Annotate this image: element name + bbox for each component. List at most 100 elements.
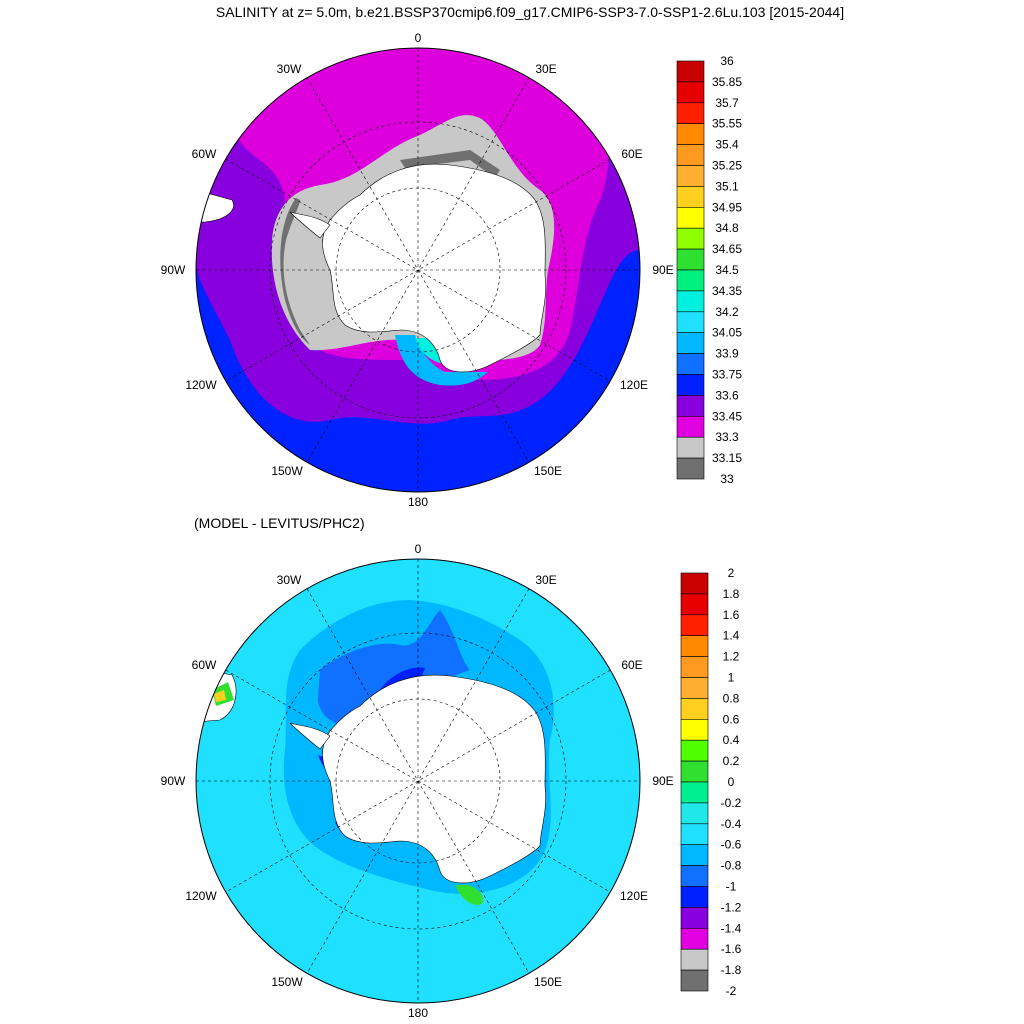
top-colorbar-box-9	[676, 248, 705, 271]
bottom-colorbar-box-4	[680, 656, 709, 678]
bottom-meridians	[196, 559, 640, 1003]
bottom-colorbar-box-10	[680, 781, 709, 804]
top-colorbar-tick-label: 34.8	[715, 221, 739, 235]
bottom-lon-label-0: 0	[415, 542, 422, 556]
top-colorbar-tick-label: 35.4	[715, 138, 739, 152]
bottom-colorbar-box-0	[680, 572, 709, 595]
bottom-colorbar-tick-label: 1	[728, 671, 735, 685]
top-lon-label-150w: 150W	[271, 464, 303, 478]
top-colorbar-tick-label: 34.5	[715, 263, 739, 277]
bottom-lon-labels: 0 30E 60E 90E 120E 150E 180 150W 120W 90…	[161, 542, 674, 1020]
top-lon-label-0: 0	[415, 31, 422, 45]
bottom-colorbar-tick-label: 0.6	[723, 712, 740, 726]
bottom-lon-label-30w: 30W	[277, 573, 302, 587]
bottom-colorbar-box-18	[680, 948, 709, 971]
bottom-colorbar-box-3	[680, 635, 709, 657]
bottom-colorbar-box-5	[680, 677, 709, 699]
bottom-colorbar-tick-label: 1.2	[723, 650, 740, 664]
bottom-colorbar-tick-label: -1.2	[721, 900, 742, 914]
top-lon-label-60e: 60E	[621, 147, 642, 161]
top-colorbar-tick-label: 33.3	[715, 430, 739, 444]
bottom-colorbar-tick-label: 1.8	[723, 587, 740, 601]
bottom-colorbar-tick-label: -1.4	[721, 921, 742, 935]
bottom-colorbar-tick-label: 0.2	[723, 754, 740, 768]
top-colorbar-box-2	[676, 102, 705, 125]
bottom-colorbar-tick-label: -1.8	[721, 963, 742, 977]
bottom-map-green-1	[455, 885, 484, 905]
top-map-shelf-dark-2	[400, 150, 500, 178]
bottom-map-border	[195, 558, 641, 1004]
top-colorbar-box-14	[676, 353, 705, 375]
top-colorbar-tick-label: 34.65	[712, 242, 742, 256]
top-graticule	[196, 48, 640, 492]
bottom-colorbar-box-7	[680, 718, 709, 741]
top-colorbar-box-15	[676, 374, 705, 396]
bottom-colorbar-tick-label: 2	[728, 566, 735, 580]
top-map-shelf-dark	[280, 198, 310, 345]
bottom-colorbar-tick-label: 1.4	[723, 629, 740, 643]
bottom-colorbar: 2 1.8 1.6 1.4 1.2 1 0.8 0.6 0.4 0.2 0 -0.2 -0.4 -0.6 -…	[680, 566, 742, 998]
bottom-colorbar-tick-label: 1.6	[723, 608, 740, 622]
top-colorbar-tick-label: 33.6	[715, 388, 739, 402]
top-meridians	[196, 48, 640, 492]
top-lon-label-60w: 60W	[192, 147, 217, 161]
top-colorbar-box-0	[676, 60, 705, 83]
top-colorbar-tick-label: 35.55	[712, 117, 742, 131]
top-colorbar-box-4	[676, 144, 705, 166]
bottom-colorbar-box-14	[680, 865, 709, 887]
top-colorbar-box-3	[676, 123, 705, 145]
bottom-colorbar-tick-label: -0.6	[721, 838, 742, 852]
bottom-lon-label-120w: 120W	[185, 889, 217, 903]
bottom-panel-title: (MODEL - LEVITUS/PHC2)	[194, 515, 365, 531]
top-colorbar-tick-label: 33	[720, 472, 734, 486]
top-lon-label-90w: 90W	[161, 263, 186, 277]
bottom-map-peninsula	[289, 722, 331, 750]
bottom-colorbar-box-8	[680, 739, 709, 762]
bottom-colorbar-box-1	[680, 593, 709, 616]
top-colorbar-tick-label: 35.85	[712, 75, 742, 89]
bottom-lon-label-180: 180	[408, 1006, 428, 1020]
top-lon-label-150e: 150E	[534, 464, 562, 478]
top-lon-label-30w: 30W	[277, 62, 302, 76]
bottom-lon-label-90w: 90W	[161, 774, 186, 788]
top-colorbar-tick-label: 35.25	[712, 159, 742, 173]
top-colorbar-box-13	[676, 332, 705, 354]
top-lon-label-180: 180	[408, 495, 428, 509]
bottom-lon-label-90e: 90E	[652, 774, 673, 788]
bottom-colorbar-box-2	[680, 614, 709, 636]
top-colorbar-tick-label: 36	[720, 54, 734, 68]
top-polar-map	[196, 48, 640, 492]
top-colorbar-tick-label: 34.2	[715, 305, 739, 319]
bottom-colorbar-box-6	[680, 698, 709, 720]
top-colorbar-box-16	[676, 395, 705, 417]
top-colorbar-box-6	[676, 186, 705, 208]
bottom-colorbar-tick-label: -0.4	[721, 817, 742, 831]
top-lon-label-120w: 120W	[185, 378, 217, 392]
top-panel: SALINITY at z= 5.0m, b.e21.BSSP370cmip6.…	[161, 4, 844, 509]
top-panel-title: SALINITY at z= 5.0m, b.e21.BSSP370cmip6.…	[216, 4, 844, 20]
bottom-lon-label-60e: 60E	[621, 658, 642, 672]
top-colorbar: 36 35.85 35.7 35.55 35.4 35.25 35.1 34.95 34.8 34…	[676, 54, 742, 486]
top-colorbar-box-8	[676, 227, 705, 250]
bottom-colorbar-tick-label: -0.8	[721, 859, 742, 873]
top-colorbar-box-19	[676, 457, 705, 480]
top-lon-labels: 0 30E 60E 90E 120E 150E 180 150W 120W 90…	[161, 31, 674, 509]
bottom-colorbar-box-11	[680, 802, 709, 825]
top-colorbar-tick-label: 34.05	[712, 326, 742, 340]
bottom-colorbar-box-16	[680, 907, 709, 929]
bottom-map-band-dark	[318, 610, 470, 727]
top-colorbar-box-17	[676, 415, 705, 438]
bottom-colorbar-box-9	[680, 760, 709, 783]
top-colorbar-tick-label: 33.45	[712, 409, 742, 423]
bottom-colorbar-tick-label: -1.6	[721, 942, 742, 956]
bottom-lon-label-120e: 120E	[620, 889, 648, 903]
top-lon-label-120e: 120E	[620, 378, 648, 392]
top-colorbar-box-7	[676, 207, 705, 229]
top-colorbar-box-18	[676, 436, 705, 459]
bottom-lon-label-30e: 30E	[535, 573, 556, 587]
bottom-colorbar-box-13	[680, 844, 709, 866]
bottom-colorbar-tick-label: 0.4	[723, 733, 740, 747]
top-colorbar-tick-label: 33.75	[712, 368, 742, 382]
bottom-colorbar-box-15	[680, 886, 709, 908]
